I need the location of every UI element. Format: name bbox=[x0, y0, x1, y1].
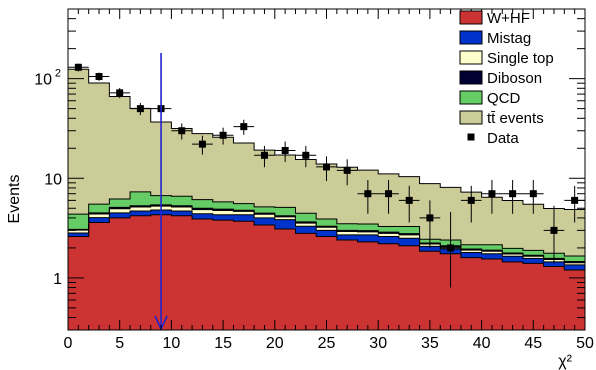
legend-entry: Mistag bbox=[459, 30, 531, 47]
data-point bbox=[378, 180, 399, 214]
legend-swatch bbox=[459, 90, 483, 105]
legend-label: Mistag bbox=[487, 30, 531, 47]
data-point bbox=[68, 63, 89, 72]
x-tick-label: 45 bbox=[524, 335, 542, 352]
stack-fill-w-hf bbox=[68, 214, 585, 330]
y-axis-title: Events bbox=[6, 175, 23, 224]
stack-outline-diboson bbox=[68, 204, 585, 263]
data-point bbox=[295, 145, 317, 168]
legend-entry: QCD bbox=[459, 90, 521, 107]
x-tick-label: 50 bbox=[576, 335, 594, 352]
stack-outline-mistag bbox=[68, 209, 585, 266]
data-point-marker bbox=[509, 190, 517, 198]
data-point-marker bbox=[116, 89, 124, 97]
data-point bbox=[171, 123, 193, 140]
legend-entry: W+HF bbox=[459, 10, 530, 27]
data-point bbox=[440, 211, 461, 288]
data-point bbox=[481, 180, 503, 214]
x-tick-label: 25 bbox=[318, 335, 336, 352]
x-tick-label: 35 bbox=[421, 335, 439, 352]
data-point bbox=[274, 141, 296, 162]
stack-outline-w-hf bbox=[68, 214, 585, 271]
data-point-marker bbox=[550, 226, 558, 234]
legend: W+HF Mistag Single top Diboson QCD tt̄ events… bbox=[459, 10, 554, 147]
legend-entry: tt̄ events bbox=[459, 110, 544, 127]
y-tick-label-exponent: 2 bbox=[55, 68, 61, 80]
data-point-marker bbox=[385, 190, 393, 198]
data-point-marker bbox=[467, 196, 475, 204]
data-point bbox=[316, 156, 337, 181]
data-point bbox=[357, 180, 379, 214]
data-point-marker bbox=[447, 244, 455, 252]
x-axis-title: χ² bbox=[558, 353, 572, 370]
legend-entry: Data bbox=[467, 130, 519, 147]
legend-label: Data bbox=[487, 130, 519, 147]
legend-label: W+HF bbox=[487, 10, 530, 27]
data-point-marker bbox=[95, 73, 103, 81]
data-point-marker bbox=[178, 127, 186, 135]
data-point bbox=[522, 180, 544, 214]
x-tick-label: 15 bbox=[214, 335, 232, 352]
data-point bbox=[233, 119, 255, 135]
y-tick-label: 10 bbox=[44, 171, 62, 188]
stack-outline-qcd bbox=[68, 191, 585, 257]
data-point-marker bbox=[488, 190, 496, 198]
legend-swatch bbox=[459, 30, 483, 45]
data-points bbox=[68, 63, 585, 288]
data-point-marker bbox=[281, 146, 289, 154]
legend-swatch bbox=[459, 10, 483, 25]
y-tick-label: 10 bbox=[34, 72, 52, 89]
legend-swatch bbox=[459, 110, 483, 125]
stack-outline-single-top bbox=[68, 205, 585, 264]
x-tick-label: 20 bbox=[266, 335, 284, 352]
data-point bbox=[254, 145, 275, 168]
stack-fills bbox=[68, 69, 585, 330]
data-point bbox=[192, 135, 213, 155]
data-point bbox=[460, 185, 482, 223]
legend-label: QCD bbox=[487, 90, 521, 107]
legend-label: tt̄ events bbox=[487, 110, 544, 127]
data-point bbox=[212, 127, 234, 145]
legend-swatch bbox=[459, 50, 483, 65]
data-point-marker bbox=[198, 140, 206, 148]
legend-entry: Diboson bbox=[459, 70, 542, 87]
legend-label: Single top bbox=[487, 50, 554, 67]
x-tick-label: 10 bbox=[163, 335, 181, 352]
data-point bbox=[502, 180, 523, 214]
legend-label: Diboson bbox=[487, 70, 542, 87]
y-tick-label: 1 bbox=[53, 271, 62, 288]
data-point-marker bbox=[426, 214, 434, 222]
x-tick-label: 30 bbox=[369, 335, 387, 352]
data-point bbox=[398, 185, 420, 223]
legend-swatch bbox=[459, 70, 483, 85]
x-tick-label: 5 bbox=[115, 335, 124, 352]
legend-marker bbox=[467, 133, 475, 141]
data-point bbox=[130, 102, 151, 116]
data-point-marker bbox=[219, 131, 227, 139]
data-point-marker bbox=[323, 163, 330, 171]
data-point bbox=[336, 159, 358, 186]
data-point-marker bbox=[302, 151, 310, 159]
data-point-marker bbox=[74, 63, 82, 71]
data-point-marker bbox=[136, 105, 144, 113]
data-point-marker bbox=[571, 196, 579, 204]
data-point bbox=[88, 72, 110, 81]
data-point bbox=[543, 205, 565, 264]
data-point bbox=[109, 88, 131, 99]
data-point-marker bbox=[405, 196, 413, 204]
data-point-marker bbox=[260, 151, 268, 159]
x-tick-label: 0 bbox=[64, 335, 73, 352]
data-point-marker bbox=[240, 123, 248, 131]
data-point bbox=[419, 200, 441, 248]
data-point-marker bbox=[364, 190, 372, 198]
x-tick-label: 40 bbox=[473, 335, 491, 352]
legend-entry: Single top bbox=[459, 50, 554, 67]
data-point-marker bbox=[343, 166, 351, 174]
data-point-marker bbox=[529, 190, 537, 198]
